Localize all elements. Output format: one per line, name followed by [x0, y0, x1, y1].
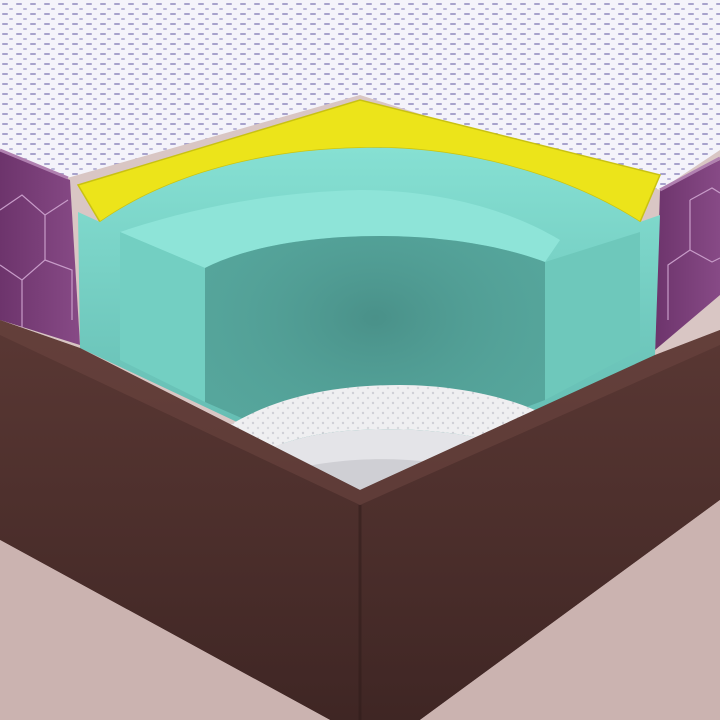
foam-cut-inner-face: [120, 190, 560, 268]
left-gusset-pattern: [0, 194, 73, 330]
base-support-layer: [230, 385, 535, 460]
right-side-fabric: [655, 160, 720, 350]
right-gusset-pattern: [667, 187, 720, 320]
left-side-fabric: [0, 150, 80, 345]
top-fabric: [0, 0, 720, 190]
